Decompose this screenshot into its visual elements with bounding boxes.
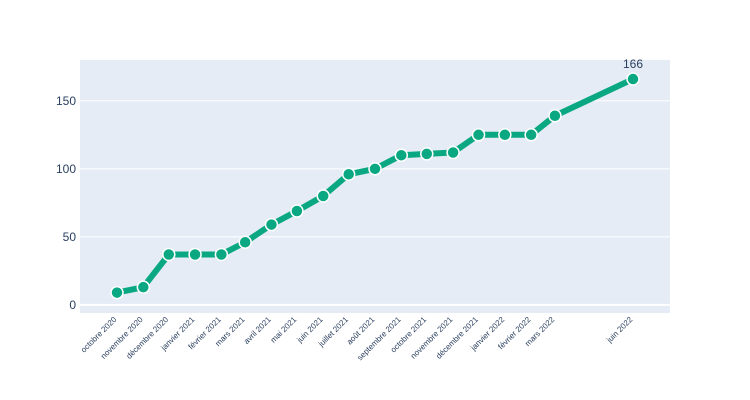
data-point [368,162,382,176]
data-labels: 166 [623,57,643,71]
data-point [162,247,176,262]
x-tick-label: mai 2021 [269,315,299,345]
y-tick-label: 50 [63,230,77,244]
data-point [290,204,304,218]
data-point [264,217,279,232]
data-point [420,147,434,161]
data-point [498,128,512,142]
x-tick-label: juin 2022 [604,315,634,345]
data-point [238,235,252,250]
y-tick-label: 0 [69,298,76,312]
data-point [110,285,124,300]
data-point [394,148,409,162]
data-point [524,128,538,142]
y-tick-label: 100 [56,162,76,176]
data-label: 166 [623,57,643,71]
data-point [626,72,640,86]
data-point [471,128,486,142]
series-markers [110,72,640,300]
data-point [341,167,356,182]
data-point [214,247,229,262]
data-point [446,145,460,160]
data-point [136,280,151,294]
y-tick-label: 150 [56,94,76,108]
y-axis-ticks: 0 50 100 150 [56,94,76,312]
data-point [316,189,330,203]
data-point [548,109,562,123]
x-tick-label: avril 2021 [242,315,273,346]
data-point [188,247,202,262]
plot-background [80,60,670,313]
